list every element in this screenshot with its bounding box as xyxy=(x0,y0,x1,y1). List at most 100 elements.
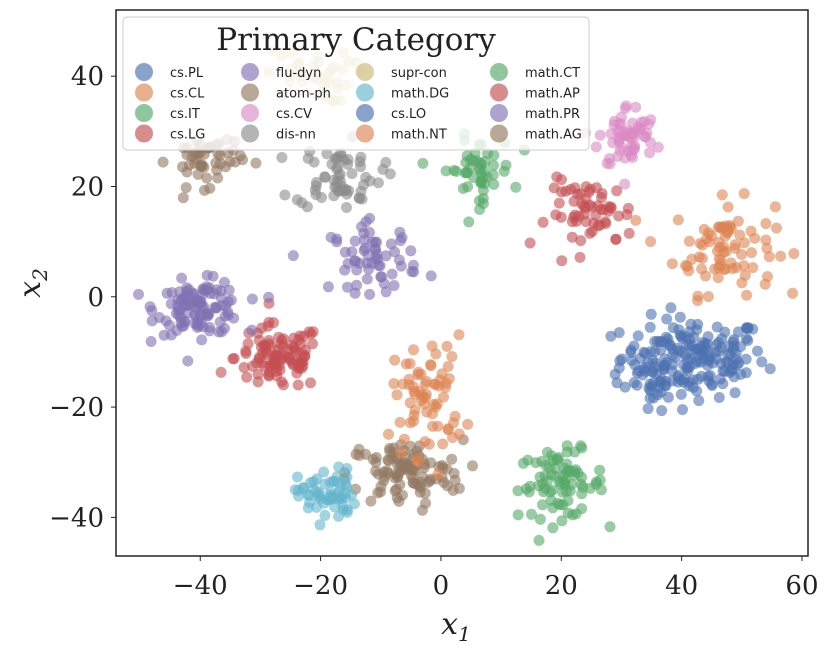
point-cs-PL xyxy=(689,358,701,369)
point-math-AG xyxy=(180,182,192,194)
point-flu-dyn xyxy=(213,326,225,338)
point-math-NT xyxy=(446,351,458,362)
point-math-CT xyxy=(457,183,469,194)
point-cs-CV xyxy=(625,149,637,161)
point-cs-PL xyxy=(619,381,631,393)
point-cs-PL xyxy=(686,340,698,352)
point-cs-PL xyxy=(704,351,716,363)
legend-marker-math-PR xyxy=(490,104,508,122)
point-math-AP xyxy=(566,231,578,243)
point-dis-nn xyxy=(276,152,288,163)
point-math-PR xyxy=(370,253,382,265)
point-cs-PL xyxy=(661,313,673,325)
point-cs-IT xyxy=(538,486,550,498)
legend-marker-math-NT xyxy=(356,124,374,143)
y-tick-label: 0 xyxy=(87,283,104,313)
point-math-CT xyxy=(464,162,476,174)
point-cs-PL xyxy=(652,335,663,347)
point-flu-dyn xyxy=(153,312,165,323)
point-cs-IT xyxy=(539,470,551,482)
point-cs-PL xyxy=(740,322,752,334)
point-cs-PL xyxy=(714,373,726,385)
point-math-AG xyxy=(177,192,189,204)
legend-marker-cs-LG xyxy=(135,124,153,143)
point-math-NT xyxy=(442,361,454,372)
point-cs-IT xyxy=(556,515,568,527)
point-math-NT xyxy=(421,376,432,387)
legend-title: Primary Category xyxy=(216,22,496,58)
point-flu-dyn xyxy=(263,291,275,303)
point-atom-ph xyxy=(405,469,417,481)
point-cs-LG xyxy=(241,371,253,383)
point-math-PR xyxy=(380,250,392,262)
point-atom-ph xyxy=(365,495,377,507)
legend-marker-cs-LO xyxy=(356,104,374,122)
point-cs-CL xyxy=(741,289,753,301)
point-math-NT xyxy=(398,433,410,445)
point-flu-dyn xyxy=(165,298,177,310)
point-cs-LO xyxy=(644,392,656,404)
point-cs-LG xyxy=(305,377,316,389)
point-flu-dyn xyxy=(145,336,157,347)
point-math-AP xyxy=(553,197,565,209)
point-cs-PL xyxy=(645,308,657,320)
point-cs-PL xyxy=(730,348,742,360)
point-cs-CV xyxy=(615,118,627,130)
point-cs-CL xyxy=(738,188,750,200)
point-math-CT xyxy=(465,153,476,165)
point-cs-LG xyxy=(238,362,250,373)
point-cs-LG xyxy=(252,376,264,388)
x-tick-label: 0 xyxy=(433,571,450,601)
point-math-CT xyxy=(478,165,490,177)
point-cs-PL xyxy=(715,342,727,354)
point-math-NT xyxy=(437,438,449,450)
point-math-PR xyxy=(364,212,376,224)
point-cs-PL xyxy=(695,348,707,359)
point-math-PR xyxy=(393,254,405,266)
point-math-DG xyxy=(305,477,316,489)
point-cs-PL xyxy=(706,378,718,390)
point-cs-IT xyxy=(547,522,559,534)
point-math-PR xyxy=(359,242,371,254)
point-cs-CV xyxy=(594,129,606,141)
point-math-PR xyxy=(356,221,368,233)
point-cs-CV xyxy=(590,141,602,153)
point-cs-CV xyxy=(652,141,664,153)
point-math-AP xyxy=(556,186,567,198)
point-cs-IT xyxy=(517,457,529,469)
point-flu-dyn xyxy=(196,334,208,346)
point-cs-IT xyxy=(594,464,606,476)
point-cs-LG xyxy=(277,333,289,345)
point-flu-dyn xyxy=(225,294,237,306)
point-cs-CL xyxy=(734,229,746,241)
point-math-NT xyxy=(394,416,406,428)
point-cs-LG xyxy=(240,345,252,357)
x-tick-label: −40 xyxy=(173,571,228,601)
point-math-NT xyxy=(432,468,444,480)
point-atom-ph xyxy=(411,478,422,490)
legend-marker-cs-PL xyxy=(135,63,153,81)
legend-marker-cs-CL xyxy=(135,83,153,102)
point-math-DG xyxy=(318,497,330,509)
point-math-NT xyxy=(442,423,454,435)
point-cs-IT xyxy=(546,484,558,496)
point-cs-CV xyxy=(622,125,634,137)
point-atom-ph xyxy=(370,457,382,468)
point-math-CT xyxy=(450,165,462,177)
point-cs-PL xyxy=(680,331,692,343)
point-dis-nn xyxy=(326,158,338,170)
point-cs-LO xyxy=(656,405,668,417)
point-cs-CL xyxy=(666,258,678,270)
point-math-AP xyxy=(524,237,536,249)
point-math-PR xyxy=(407,259,419,271)
point-cs-IT xyxy=(569,446,581,458)
point-cs-CL xyxy=(746,247,757,259)
x-axis-label-main: x xyxy=(441,607,458,642)
point-math-AP xyxy=(583,186,595,198)
point-math-PR xyxy=(388,280,400,291)
point-math-NT xyxy=(438,391,449,403)
point-cs-PL xyxy=(764,363,776,375)
point-math-NT xyxy=(395,447,407,459)
point-cs-PL xyxy=(655,344,667,356)
